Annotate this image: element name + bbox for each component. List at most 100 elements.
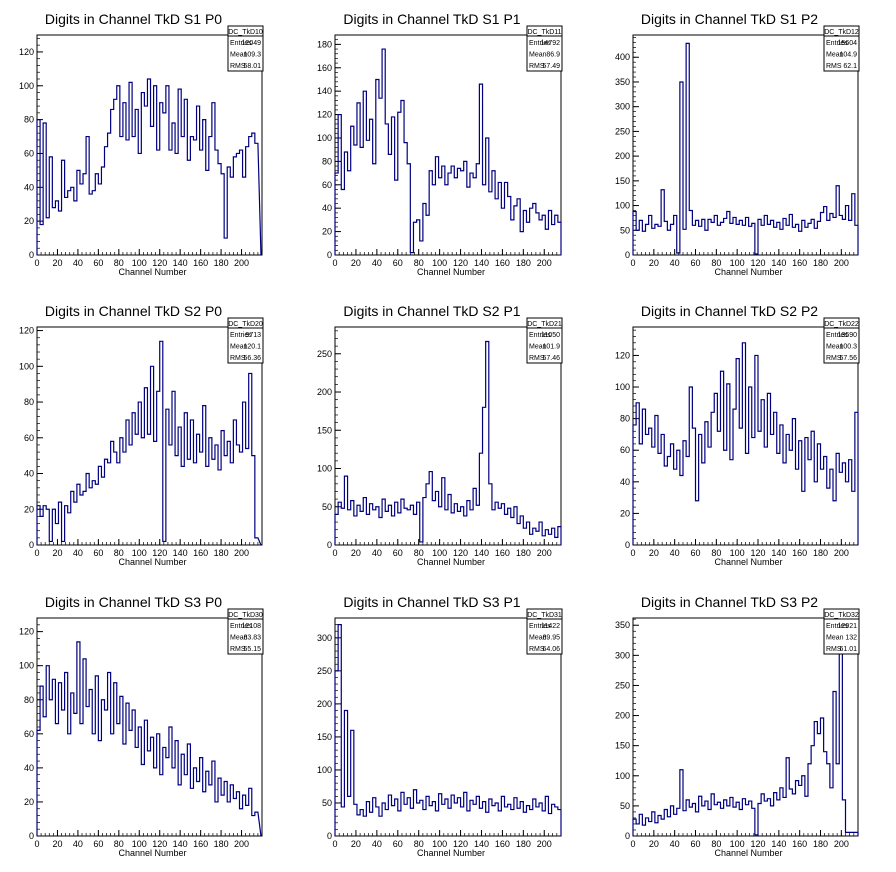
y-tick-label: 0 bbox=[327, 831, 332, 841]
stats-key: RMS bbox=[826, 646, 842, 653]
x-tick-label: 180 bbox=[516, 839, 531, 849]
x-tick-label: 60 bbox=[393, 548, 403, 558]
y-tick-label: 180 bbox=[317, 39, 332, 49]
x-tick-label: 80 bbox=[711, 548, 721, 558]
stats-key: Entries bbox=[230, 40, 252, 47]
histogram-series bbox=[36, 78, 262, 256]
x-tick-label: 20 bbox=[52, 258, 62, 268]
histogram-series bbox=[334, 340, 562, 545]
stats-key: Mean bbox=[529, 52, 547, 59]
stats-value: 55.15 bbox=[243, 646, 261, 653]
x-tick-label: 80 bbox=[114, 258, 124, 268]
x-tick-label: 100 bbox=[730, 548, 745, 558]
y-tick-label: 100 bbox=[615, 771, 630, 781]
y-tick-label: 50 bbox=[322, 798, 332, 808]
x-tick-label: 160 bbox=[495, 839, 510, 849]
x-tick-label: 180 bbox=[214, 548, 229, 558]
stats-box bbox=[526, 608, 563, 655]
x-tick-label: 60 bbox=[690, 839, 700, 849]
x-tick-label: 20 bbox=[52, 548, 62, 558]
stats-value: 9713 bbox=[245, 332, 261, 339]
x-tick-label: 80 bbox=[114, 548, 124, 558]
y-tick-label: 120 bbox=[317, 110, 332, 120]
stats-value: 11050 bbox=[541, 332, 560, 339]
y-tick-label: 20 bbox=[24, 216, 34, 226]
y-tick-label: 40 bbox=[322, 203, 332, 213]
x-tick-label: 160 bbox=[193, 548, 208, 558]
x-tick-label: 140 bbox=[474, 548, 489, 558]
stats-value: 13590 bbox=[838, 332, 858, 339]
x-tick-label: 0 bbox=[332, 258, 337, 268]
stats-value: 12049 bbox=[242, 40, 262, 47]
y-tick-label: 100 bbox=[19, 661, 34, 671]
histogram-panel: Digits in Channel TkD S2 P2 0 20 40 60 80 100 1… bbox=[615, 303, 860, 567]
stats-value: 56.36 bbox=[243, 355, 261, 362]
y-tick-label: 150 bbox=[317, 425, 332, 435]
x-tick-label: 160 bbox=[792, 548, 807, 558]
x-tick-label: 0 bbox=[34, 548, 39, 558]
x-tick-label: 0 bbox=[630, 258, 635, 268]
x-tick-label: 60 bbox=[93, 839, 103, 849]
x-tick-label: 160 bbox=[792, 258, 807, 268]
y-tick-label: 120 bbox=[19, 627, 34, 637]
y-tick-label: 100 bbox=[317, 133, 332, 143]
x-tick-label: 200 bbox=[834, 839, 849, 849]
y-tick-label: 350 bbox=[615, 620, 630, 630]
stats-value: 12108 bbox=[242, 623, 262, 630]
x-tick-label: 140 bbox=[771, 839, 786, 849]
y-tick-label: 40 bbox=[24, 182, 34, 192]
x-tick-label: 60 bbox=[393, 839, 403, 849]
y-tick-label: 0 bbox=[29, 831, 34, 841]
x-axis-label: Channel Number bbox=[118, 267, 186, 277]
y-tick-label: 120 bbox=[19, 326, 34, 336]
histogram-series bbox=[36, 641, 262, 837]
histogram-panel: Digits in Channel TkD S1 P1 0 20 40 60 80 100 1… bbox=[317, 11, 563, 277]
histogram-panel: Digits in Channel TkD S1 P2 0 20 40 60 80 100 1… bbox=[615, 11, 860, 277]
x-tick-label: 200 bbox=[234, 839, 249, 849]
x-tick-label: 20 bbox=[351, 548, 361, 558]
x-tick-label: 80 bbox=[414, 839, 424, 849]
histogram-panel: Digits in Channel TkD S2 P0 0 20 40 60 80 100 1… bbox=[19, 303, 264, 567]
x-tick-label: 200 bbox=[537, 258, 552, 268]
plot-title: Digits in Channel TkD S1 P0 bbox=[45, 11, 222, 27]
y-tick-label: 80 bbox=[322, 156, 332, 166]
y-tick-label: 300 bbox=[615, 102, 630, 112]
stats-key: Mean bbox=[826, 52, 844, 59]
x-tick-label: 200 bbox=[537, 839, 552, 849]
y-tick-label: 0 bbox=[29, 540, 34, 550]
x-tick-label: 120 bbox=[750, 548, 765, 558]
stats-value: 14792 bbox=[541, 40, 561, 47]
x-tick-label: 140 bbox=[173, 258, 188, 268]
x-axis-label: Channel Number bbox=[714, 267, 782, 277]
x-tick-label: 20 bbox=[351, 839, 361, 849]
x-tick-label: 180 bbox=[214, 258, 229, 268]
stats-value: 100.3 bbox=[839, 344, 857, 351]
x-tick-label: 180 bbox=[516, 258, 531, 268]
y-tick-label: 40 bbox=[24, 469, 34, 479]
stats-value: 58.01 bbox=[243, 63, 261, 70]
x-tick-label: 20 bbox=[351, 258, 361, 268]
y-tick-label: 250 bbox=[317, 666, 332, 676]
stats-box bbox=[526, 25, 563, 72]
y-tick-label: 20 bbox=[322, 227, 332, 237]
stats-key: Entries bbox=[826, 332, 848, 339]
stats-value: 57.56 bbox=[839, 355, 857, 362]
y-tick-label: 60 bbox=[24, 729, 34, 739]
y-tick-label: 100 bbox=[615, 201, 630, 211]
y-tick-label: 200 bbox=[317, 387, 332, 397]
stats-box bbox=[823, 608, 860, 655]
stats-box bbox=[227, 317, 264, 364]
x-tick-label: 40 bbox=[372, 548, 382, 558]
plot-title: Digits in Channel TkD S2 P2 bbox=[641, 303, 818, 319]
y-tick-label: 80 bbox=[24, 695, 34, 705]
x-tick-label: 160 bbox=[792, 839, 807, 849]
plot-title: Digits in Channel TkD S3 P2 bbox=[641, 594, 818, 610]
stats-box bbox=[526, 317, 563, 364]
y-tick-label: 200 bbox=[615, 711, 630, 721]
y-tick-label: 100 bbox=[19, 81, 34, 91]
x-tick-label: 120 bbox=[152, 258, 167, 268]
y-tick-label: 0 bbox=[625, 540, 630, 550]
y-tick-label: 100 bbox=[615, 382, 630, 392]
x-tick-label: 20 bbox=[649, 548, 659, 558]
x-tick-label: 160 bbox=[193, 839, 208, 849]
